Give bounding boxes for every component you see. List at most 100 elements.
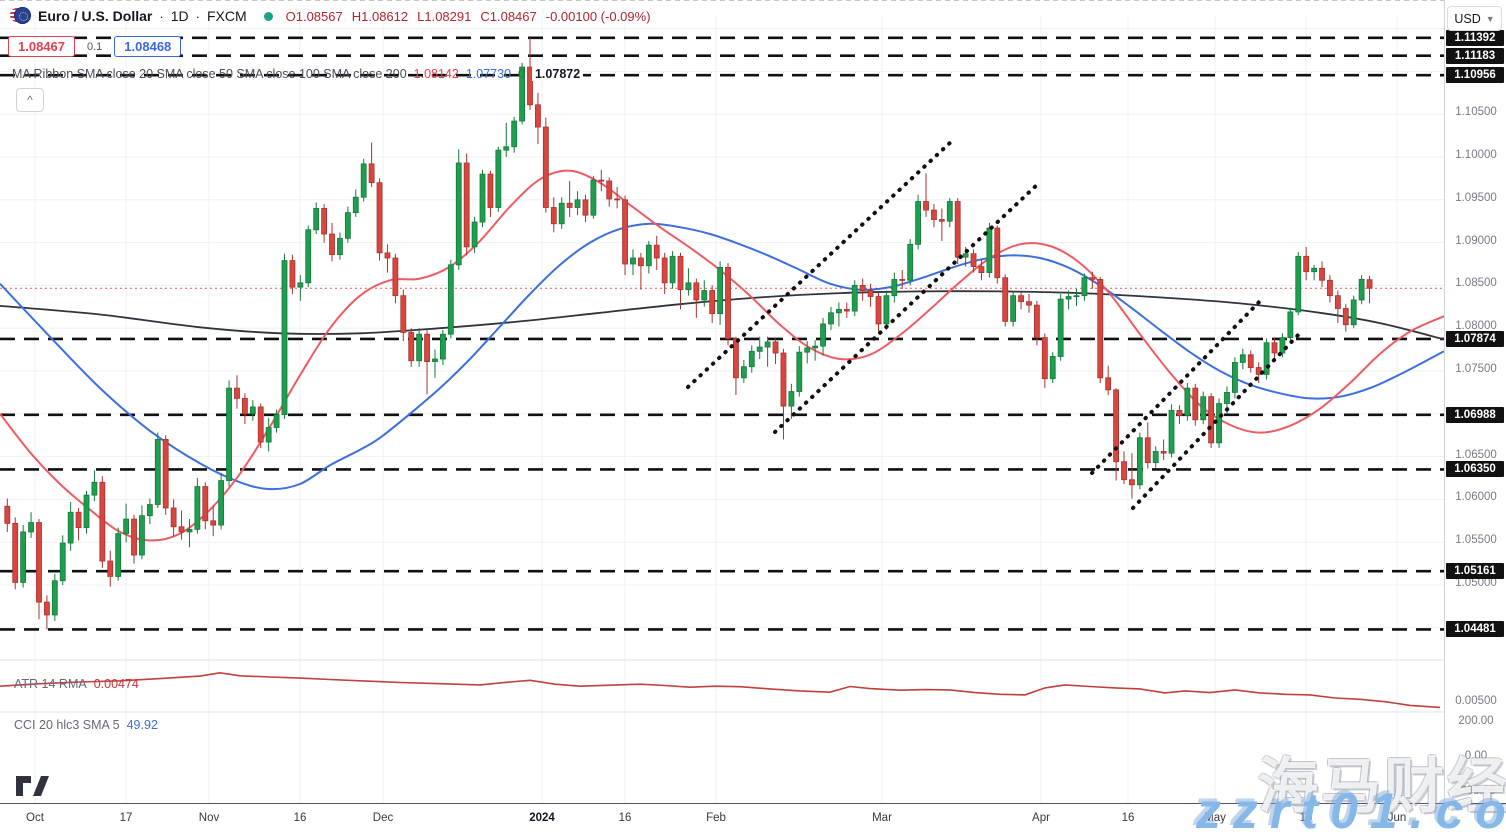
candle-body[interactable] xyxy=(550,207,557,225)
candle-body[interactable] xyxy=(1192,387,1199,421)
candle-body[interactable] xyxy=(875,296,882,325)
atr-line[interactable] xyxy=(0,671,1441,709)
candle-body[interactable] xyxy=(590,179,597,216)
candle-body[interactable] xyxy=(1057,298,1064,357)
candle-body[interactable] xyxy=(210,520,217,526)
candle-body[interactable] xyxy=(487,173,494,208)
candle-body[interactable] xyxy=(764,341,771,348)
candle-body[interactable] xyxy=(1168,409,1175,454)
candle-body[interactable] xyxy=(4,505,11,524)
candle-body[interactable] xyxy=(740,366,747,379)
candle-body[interactable] xyxy=(91,481,98,496)
candle-body[interactable] xyxy=(1224,391,1230,404)
channel-a-lower[interactable] xyxy=(773,180,1042,434)
symbol-legend[interactable]: Euro / U.S. Dollar · 1D · FXCM O1.08567 … xyxy=(10,6,651,26)
candle-body[interactable] xyxy=(131,518,137,556)
candle-body[interactable] xyxy=(915,201,921,245)
candle-body[interactable] xyxy=(859,284,866,291)
candle-body[interactable] xyxy=(796,351,803,392)
candle-body[interactable] xyxy=(305,229,312,284)
candle-body[interactable] xyxy=(836,308,842,314)
candle-body[interactable] xyxy=(1271,342,1278,354)
candle-body[interactable] xyxy=(1081,277,1088,297)
candle-body[interactable] xyxy=(891,279,898,297)
candle-body[interactable] xyxy=(154,439,161,505)
candle-body[interactable] xyxy=(1152,451,1159,463)
candle-body[interactable] xyxy=(1366,279,1373,289)
candle-body[interactable] xyxy=(717,267,723,315)
candle-body[interactable] xyxy=(693,282,700,301)
candle-body[interactable] xyxy=(36,522,42,603)
candle-body[interactable] xyxy=(701,290,708,301)
candle-body[interactable] xyxy=(1208,396,1215,444)
candle-body[interactable] xyxy=(923,201,929,211)
candle-body[interactable] xyxy=(1113,389,1119,463)
candle-body[interactable] xyxy=(51,580,58,616)
candle-body[interactable] xyxy=(1319,267,1325,281)
candle-body[interactable] xyxy=(725,267,731,339)
candle-body[interactable] xyxy=(1065,296,1072,300)
candle-body[interactable] xyxy=(1144,437,1151,463)
candle-body[interactable] xyxy=(820,323,826,347)
candle-body[interactable] xyxy=(1184,387,1191,416)
candle-body[interactable] xyxy=(1089,277,1096,280)
candle-body[interactable] xyxy=(1200,396,1207,421)
candle-body[interactable] xyxy=(614,198,621,201)
candle-body[interactable] xyxy=(281,260,288,416)
candle-body[interactable] xyxy=(249,406,256,415)
candle-body[interactable] xyxy=(344,212,351,239)
candle-body[interactable] xyxy=(59,542,66,582)
candle-body[interactable] xyxy=(1105,377,1112,391)
candle-body[interactable] xyxy=(139,515,145,556)
candle-body[interactable] xyxy=(265,427,272,443)
candle-body[interactable] xyxy=(756,346,763,352)
candle-body[interactable] xyxy=(257,406,264,443)
candle-body[interactable] xyxy=(851,284,858,312)
candle-body[interactable] xyxy=(994,227,1001,279)
candle-body[interactable] xyxy=(1358,279,1365,301)
candle-body[interactable] xyxy=(828,312,834,325)
candle-body[interactable] xyxy=(368,163,375,184)
candle-body[interactable] xyxy=(899,279,906,281)
candle-body[interactable] xyxy=(471,221,478,248)
atr-indicator-legend[interactable]: ATR 14 RMA 0.00474 xyxy=(14,677,139,691)
candle-body[interactable] xyxy=(297,282,304,288)
candle-body[interactable] xyxy=(1287,311,1294,339)
candle-body[interactable] xyxy=(67,511,74,544)
candle-body[interactable] xyxy=(535,104,541,128)
candle-body[interactable] xyxy=(527,66,533,106)
candle-body[interactable] xyxy=(1034,304,1040,339)
candle-body[interactable] xyxy=(1342,308,1349,326)
candle-body[interactable] xyxy=(630,257,636,265)
candle-body[interactable] xyxy=(408,332,415,362)
candle-body[interactable] xyxy=(273,414,280,428)
candle-body[interactable] xyxy=(1263,342,1270,375)
candle-body[interactable] xyxy=(107,560,114,577)
candle-body[interactable] xyxy=(352,196,359,214)
candle-body[interactable] xyxy=(463,162,470,248)
candle-body[interactable] xyxy=(400,295,407,333)
candle-body[interactable] xyxy=(1002,277,1009,322)
candle-body[interactable] xyxy=(946,201,953,222)
candle-body[interactable] xyxy=(123,518,129,535)
candle-body[interactable] xyxy=(146,504,153,517)
buy-price-button[interactable]: 1.08468 xyxy=(114,36,182,57)
candle-body[interactable] xyxy=(661,257,668,284)
candle-body[interactable] xyxy=(1073,295,1080,298)
candle-body[interactable] xyxy=(542,126,549,208)
candle-body[interactable] xyxy=(439,333,446,360)
candle-body[interactable] xyxy=(321,207,328,235)
channel-a-upper[interactable] xyxy=(686,138,955,389)
candle-body[interactable] xyxy=(170,507,177,528)
candle-body[interactable] xyxy=(574,199,581,208)
cci-indicator-legend[interactable]: CCI 20 hlc3 SMA 5 49.92 xyxy=(14,718,158,732)
candle-body[interactable] xyxy=(392,257,399,297)
candle-body[interactable] xyxy=(1121,461,1127,481)
candle-body[interactable] xyxy=(1129,479,1135,486)
candle-body[interactable] xyxy=(194,486,201,530)
candle-body[interactable] xyxy=(970,253,977,267)
candle-body[interactable] xyxy=(416,333,423,362)
candle-body[interactable] xyxy=(804,347,811,353)
candle-body[interactable] xyxy=(1010,295,1017,322)
